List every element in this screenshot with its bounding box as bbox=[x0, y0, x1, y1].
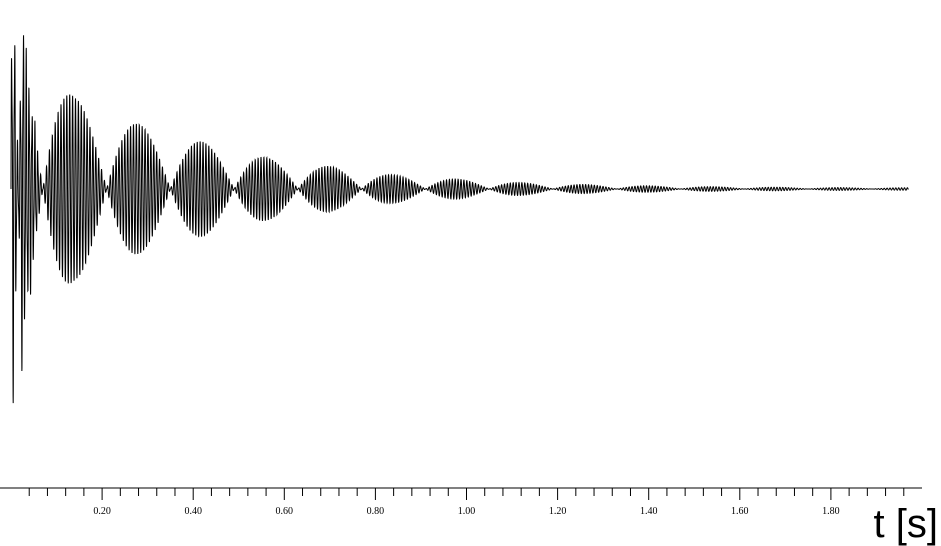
x-tick-label: 1.20 bbox=[549, 506, 567, 517]
x-axis-tick-labels: 0.20 0.40 0.60 0.80 1.00 1.20 1.40 1.60 1.80 bbox=[93, 506, 839, 517]
x-tick-label: 1.60 bbox=[731, 506, 749, 517]
signal-layer bbox=[10, 35, 909, 404]
x-axis: 0.20 0.40 0.60 0.80 1.00 1.20 1.40 1.60 1.80 bbox=[0, 487, 922, 517]
x-axis-unit-label: t [s] bbox=[874, 502, 938, 546]
x-axis-major-ticks bbox=[101, 488, 832, 500]
x-tick-label: 0.60 bbox=[276, 506, 294, 517]
x-tick-label: 0.40 bbox=[184, 506, 202, 517]
x-tick-label: 1.00 bbox=[458, 506, 476, 517]
waveform-line bbox=[10, 35, 909, 404]
x-tick-label: 0.80 bbox=[367, 506, 385, 517]
x-tick-label: 1.80 bbox=[822, 506, 840, 517]
x-tick-label: 1.40 bbox=[640, 506, 658, 517]
x-tick-label: 0.20 bbox=[93, 506, 111, 517]
x-axis-minor-ticks bbox=[28, 488, 905, 496]
